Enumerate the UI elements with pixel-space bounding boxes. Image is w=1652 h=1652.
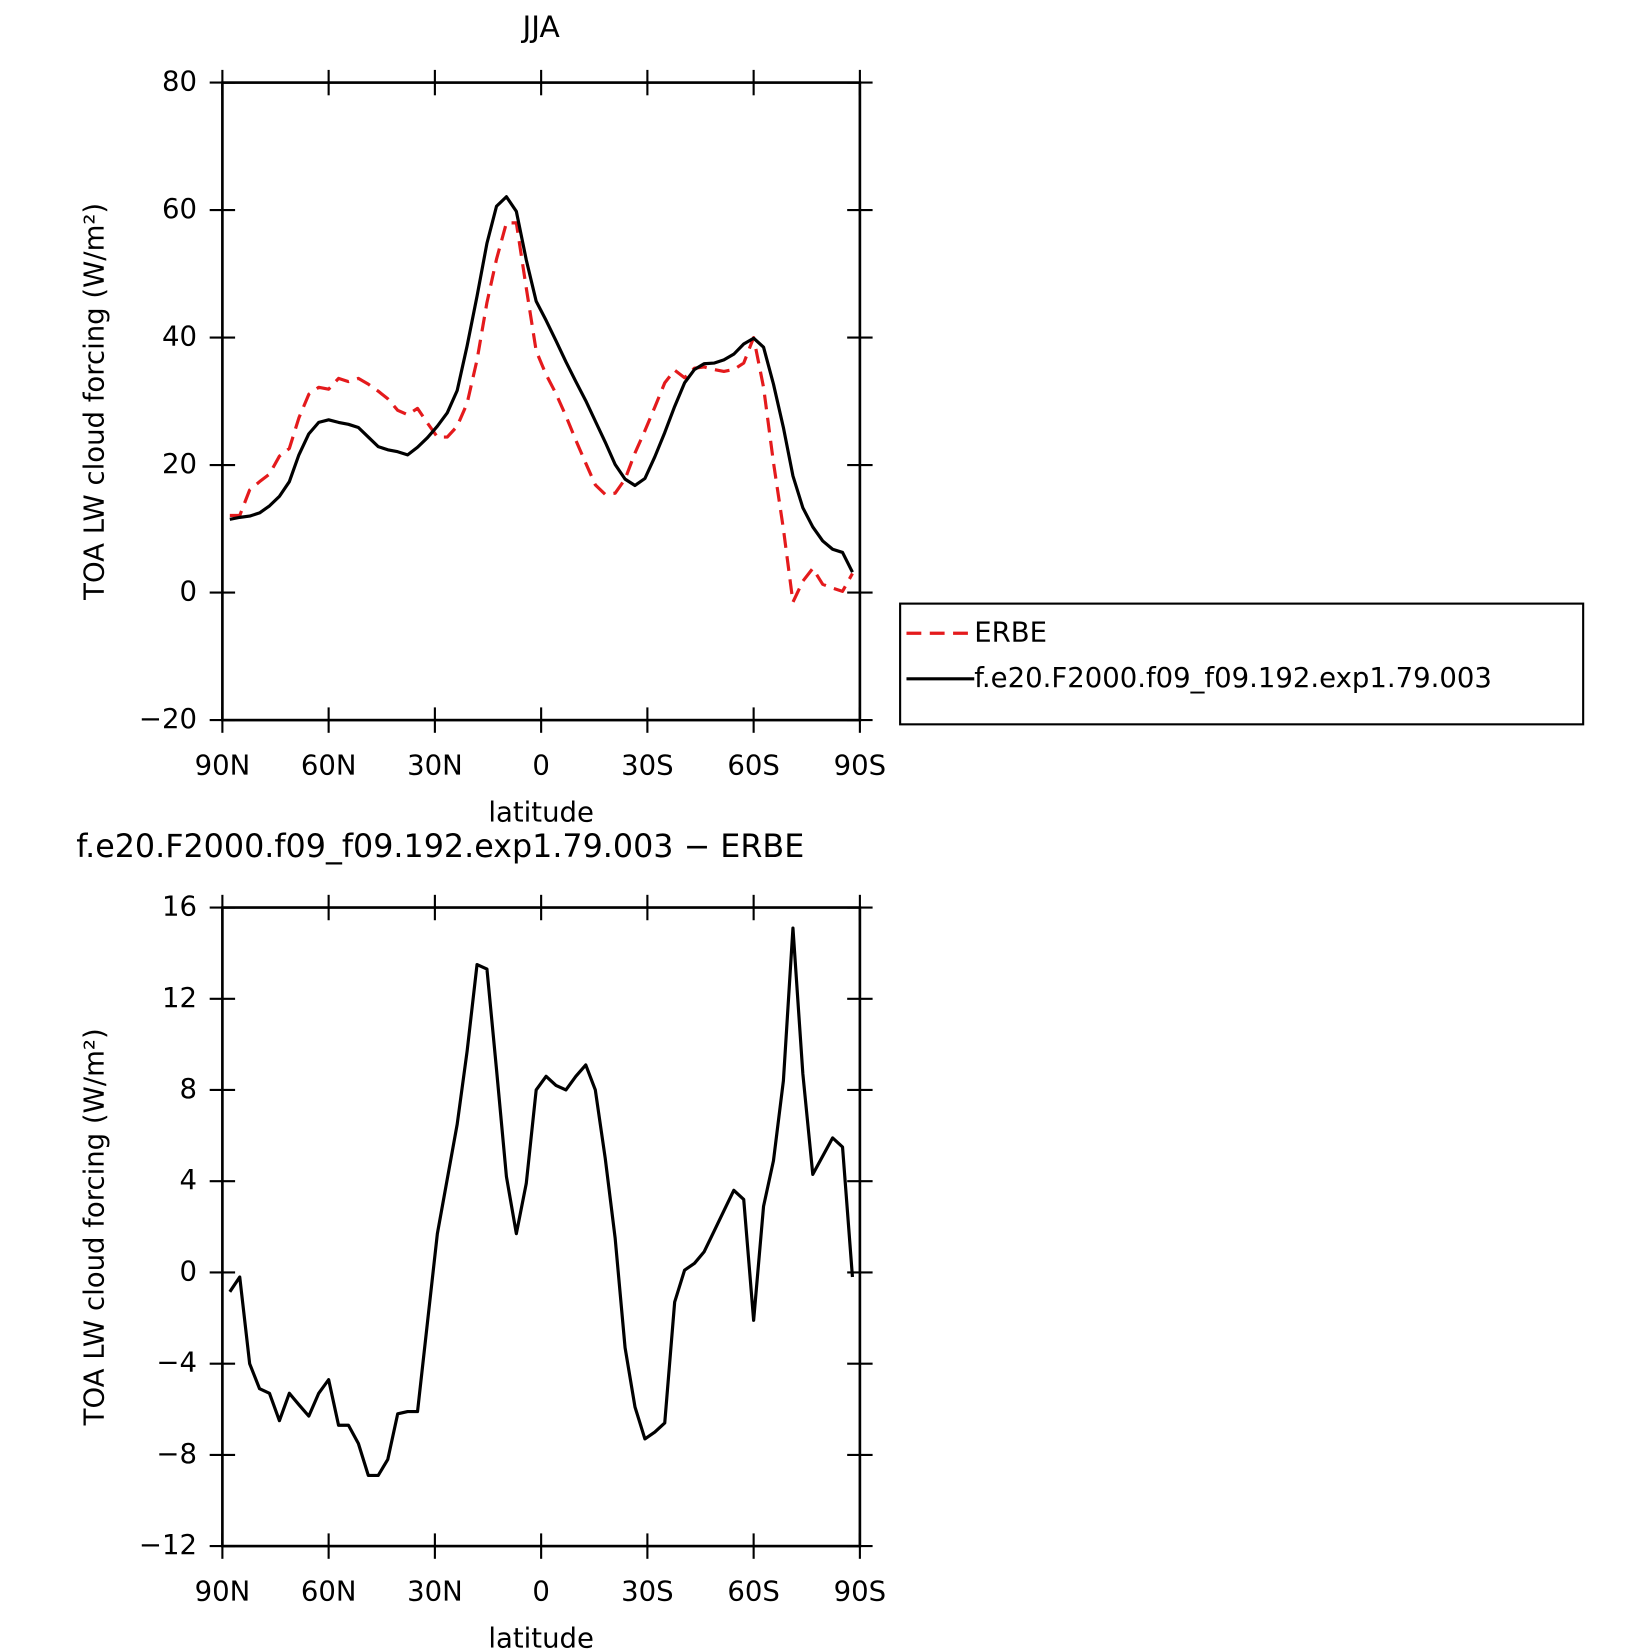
y-tick-label: −4 bbox=[156, 1347, 197, 1379]
legend-label: ERBE bbox=[974, 616, 1047, 648]
x-tick-label: 30S bbox=[621, 750, 673, 782]
y-tick-label: 0 bbox=[179, 576, 197, 608]
chart-title: JJA bbox=[521, 9, 561, 44]
y-tick-label: 0 bbox=[179, 1255, 197, 1287]
x-tick-label: 0 bbox=[532, 750, 550, 782]
data-line bbox=[229, 221, 854, 604]
legend-label: f.e20.F2000.f09_f09.192.exp1.79.003 bbox=[974, 662, 1492, 694]
legend-box bbox=[899, 602, 1585, 726]
y-tick-label: 60 bbox=[162, 193, 197, 225]
y-tick-label: 80 bbox=[162, 66, 197, 98]
plot-frame bbox=[221, 81, 862, 722]
x-tick-label: 30N bbox=[407, 750, 463, 782]
y-tick-label: −8 bbox=[156, 1438, 197, 1470]
y-axis-label: TOA LW cloud forcing (W/m²) bbox=[78, 203, 110, 601]
x-tick-label: 60N bbox=[301, 750, 357, 782]
x-tick-label: 90S bbox=[834, 1576, 886, 1608]
data-line bbox=[229, 195, 854, 573]
chart-title: f.e20.F2000.f09_f09.192.exp1.79.003 − ER… bbox=[76, 829, 804, 865]
x-tick-label: 60S bbox=[727, 750, 779, 782]
x-tick-label: 30S bbox=[621, 1576, 673, 1608]
x-tick-label: 90S bbox=[834, 750, 886, 782]
x-axis-label: latitude bbox=[488, 1622, 594, 1652]
y-axis-label: TOA LW cloud forcing (W/m²) bbox=[78, 1028, 110, 1426]
y-tick-label: 12 bbox=[162, 982, 197, 1014]
y-tick-label: 8 bbox=[179, 1073, 197, 1105]
plot-frame bbox=[221, 906, 862, 1548]
x-tick-label: 0 bbox=[532, 1576, 550, 1608]
x-tick-label: 90N bbox=[195, 750, 251, 782]
x-tick-label: 90N bbox=[195, 1576, 251, 1608]
y-tick-label: 4 bbox=[179, 1164, 197, 1196]
y-tick-label: 16 bbox=[162, 891, 197, 923]
y-tick-label: 20 bbox=[162, 448, 197, 480]
x-tick-label: 60S bbox=[727, 1576, 779, 1608]
data-line bbox=[228, 926, 855, 1477]
y-tick-label: −12 bbox=[139, 1529, 197, 1561]
x-tick-label: 30N bbox=[407, 1576, 463, 1608]
x-tick-label: 60N bbox=[301, 1576, 357, 1608]
y-tick-label: −20 bbox=[139, 703, 197, 735]
y-tick-label: 40 bbox=[162, 321, 197, 353]
x-axis-label: latitude bbox=[488, 796, 594, 828]
